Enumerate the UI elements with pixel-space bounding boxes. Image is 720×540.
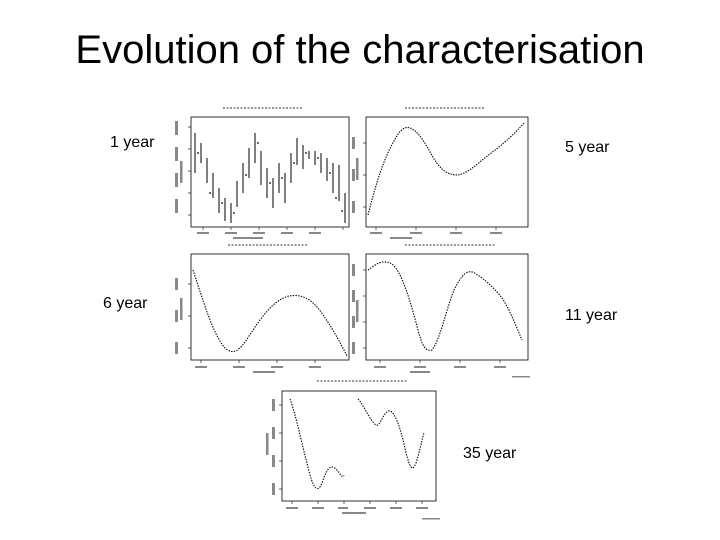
- plot-35-year: [262, 375, 444, 525]
- plot-1-year-figure: [173, 103, 355, 245]
- plot-11-year-figure: [350, 240, 532, 382]
- label-5-year: 5 year: [565, 139, 610, 156]
- plot-5-year-figure: [350, 103, 532, 245]
- plot-11-year: [350, 240, 532, 382]
- label-6-year: 6 year: [103, 295, 148, 312]
- slide-title: Evolution of the characterisation: [75, 28, 645, 72]
- plot-35-year-figure: [262, 375, 444, 525]
- label-11-year: 11 year: [565, 307, 618, 324]
- plot-6-year: [173, 240, 355, 382]
- label-35-year: 35 year: [463, 445, 517, 462]
- label-1-year: 1 year: [110, 134, 155, 151]
- plot-1-year: [173, 103, 355, 245]
- plot-5-year: [350, 103, 532, 245]
- plot-6-year-figure: [173, 240, 355, 382]
